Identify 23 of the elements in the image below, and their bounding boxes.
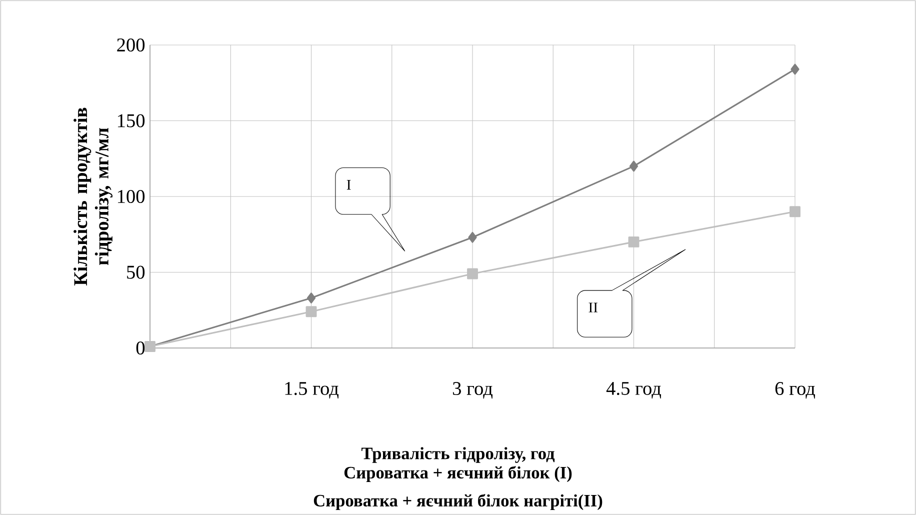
point <box>628 236 640 248</box>
point <box>790 64 800 75</box>
point <box>467 268 478 280</box>
y-axis-title: Кількість продуктів гідролізу, мг/мл <box>74 108 112 286</box>
point <box>790 206 800 218</box>
x-axis-title: Тривалість гідролізу, год <box>361 447 555 463</box>
y-tick-label: 0 <box>136 341 145 355</box>
y-tick-label: 200 <box>117 38 145 52</box>
point <box>468 232 477 243</box>
x-tick-label: 3 год <box>452 382 493 399</box>
point <box>306 306 317 318</box>
x-tick-label: 4.5 год <box>606 382 662 399</box>
y-tick-label: 50 <box>127 266 145 279</box>
annotation: I <box>346 180 351 190</box>
y-tick-label: 100 <box>118 190 145 204</box>
annotation: II <box>588 302 598 312</box>
text: Сироватка + яєчний білок нагріті(II) <box>314 494 602 510</box>
x-tick-label: 1.5 год <box>285 382 339 399</box>
x-tick-label: 6 год <box>775 382 816 399</box>
y-tick-label: 150 <box>118 114 145 128</box>
point <box>306 292 316 304</box>
text: Сироватка + яєчний білок (I) <box>344 466 572 482</box>
point <box>629 160 638 172</box>
